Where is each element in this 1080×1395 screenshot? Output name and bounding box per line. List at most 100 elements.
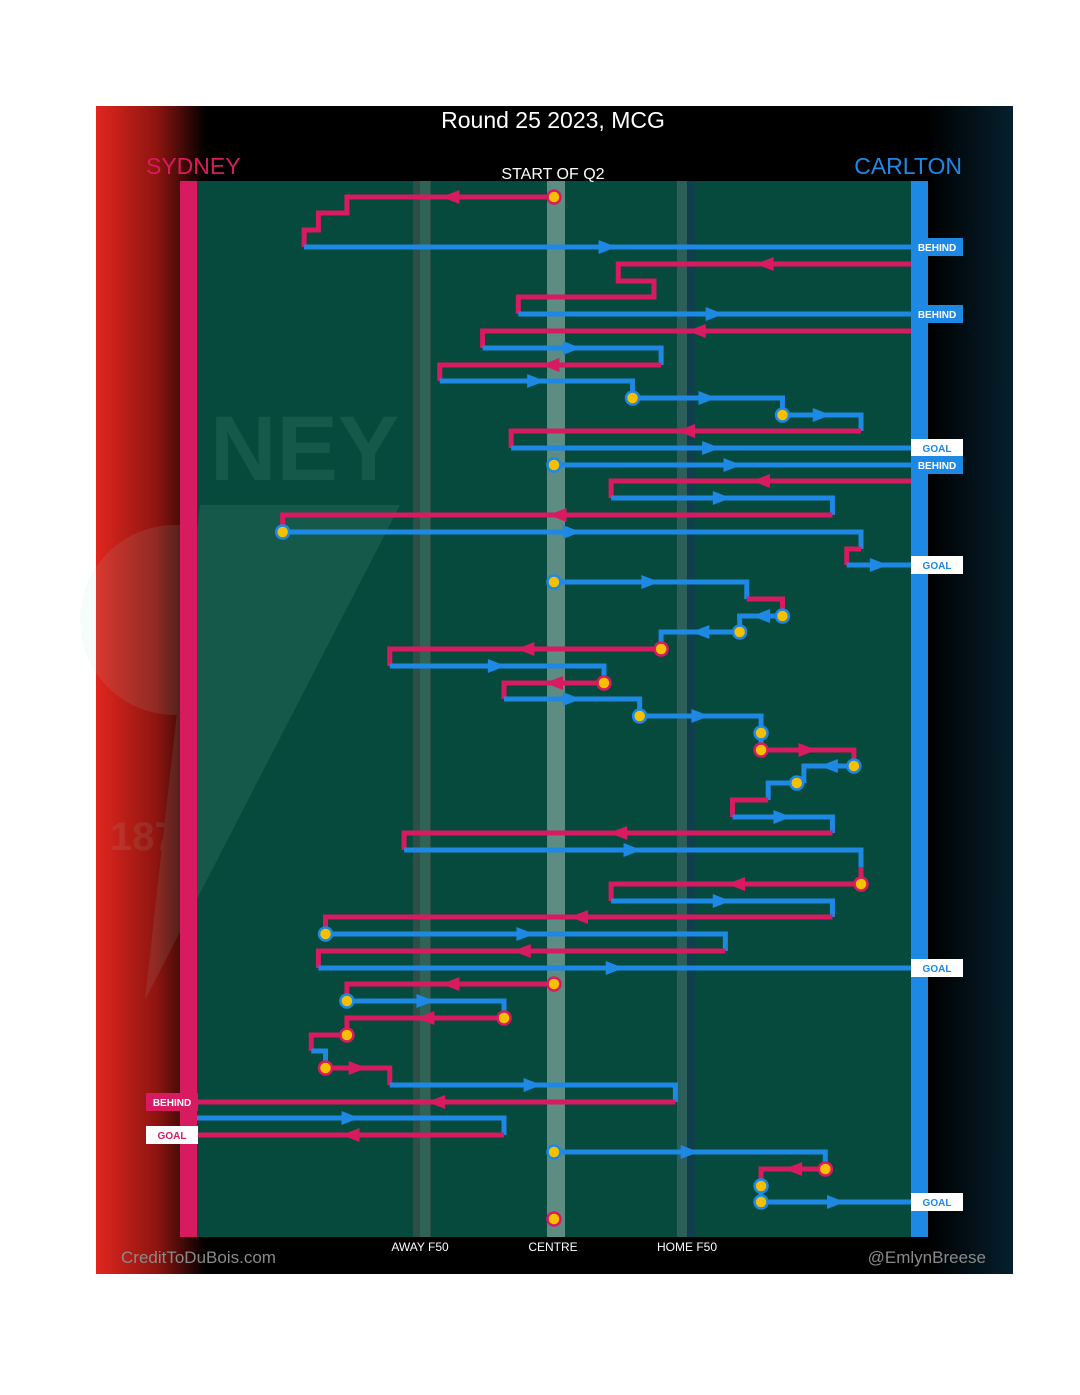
chain-arrow-15 [548,508,567,522]
outcome-badge-3 [911,456,963,474]
outcome-label-7: GOAL [158,1131,187,1142]
chain-arrow-30 [819,759,838,773]
chain-arrow-45 [416,1011,435,1025]
chain-arrow-11 [702,441,721,455]
chain-carlton-31 [765,780,797,800]
ball-up-marker-48 [317,1060,334,1076]
outcome-badge-5 [911,959,963,977]
chain-carlton-51 [197,1115,507,1135]
ball-up-marker-54 [817,1161,834,1177]
outcome-label-2: GOAL [923,444,952,455]
chain-arrow-24 [487,659,506,673]
outcome-label-5: GOAL [923,964,952,975]
chain-arrow-1 [598,240,617,254]
outcome-badge-4 [911,556,963,574]
away-f50-label: AWAY F50 [391,1240,449,1254]
ball-up-marker-22 [731,624,748,640]
outcome-badge-7 [146,1126,198,1144]
chain-arrow-9 [812,408,831,422]
ball-up-marker-29 [753,742,769,758]
ball-up-marker-28 [753,725,769,741]
chain-arrow-22 [691,625,710,639]
club-logo-watermark: NEY 1874 [80,398,400,1000]
chain-sydney-4 [480,328,911,348]
chain-carlton-9 [782,412,864,431]
chain-arrow-13 [752,474,771,488]
chain-arrow-19 [641,575,660,589]
chain-arrow-33 [773,810,792,824]
centre-label: CENTRE [528,1240,577,1254]
chain-sydney-13 [608,478,911,498]
ball-up-marker-23 [653,641,669,657]
chain-sydney-23 [387,646,662,666]
chain-arrow-40 [516,927,535,941]
chain-arrow-16 [562,525,581,539]
outcome-badge-6 [146,1093,198,1111]
ball-up-marker-30 [846,758,862,774]
chain-arrow-50 [427,1095,446,1109]
chain-arrow-3 [705,307,724,321]
left-credit: CreditToDuBois.com [121,1248,276,1267]
ball-up-marker-12 [546,457,562,473]
ball-up-marker-19 [546,574,562,590]
ball-up-marker-0 [546,189,562,205]
ball-up-marker-31 [789,775,805,791]
sydney-end-bar [180,181,197,1237]
chain-carlton-19 [554,579,750,599]
chain-arrow-29 [798,743,817,757]
chain-arrow-18 [869,558,888,572]
quarter-label: START OF Q2 [501,166,604,183]
outcome-badge-1 [911,305,963,323]
watermark-text: NEY [210,398,399,500]
ball-up-marker-21 [774,608,791,624]
carlton-end-bar [911,181,928,1237]
chain-arrow-12 [723,458,742,472]
chain-arrow-48 [348,1061,367,1075]
team-right-label: CARLTON [854,153,962,179]
chain-sydney-37 [608,881,862,901]
chain-arrow-23 [516,642,535,656]
chain-arrow-6 [541,358,560,372]
chain-arrow-8 [698,391,717,405]
outcome-label-0: BEHIND [918,243,956,254]
chain-sydney-6 [437,362,662,381]
chain-arrow-26 [562,692,581,706]
chain-carlton-49 [389,1082,678,1102]
chain-arrow-52 [341,1128,360,1142]
chain-arrow-41 [512,944,531,958]
team-left-label: SYDNEY [146,153,241,179]
chain-arrow-49 [523,1078,542,1092]
chain-arrow-2 [755,257,774,271]
chain-carlton-35 [404,847,864,867]
outcome-badge-2 [911,439,963,457]
outcome-label-1: BEHIND [918,310,956,321]
ball-up-marker-55 [753,1178,769,1194]
ball-up-marker-25 [596,675,612,691]
chain-arrow-34 [609,826,628,840]
right-gradient-band [928,106,1013,1274]
chain-arrow-35 [623,843,642,857]
chain-arrow-44 [416,994,435,1008]
ball-up-marker-56 [753,1194,769,1210]
chain-carlton-33 [732,814,835,833]
outcome-label-4: GOAL [923,561,952,572]
chain-sydney-10 [508,428,862,448]
chain-sydney-48 [325,1065,393,1085]
ball-up-marker-57 [546,1211,562,1227]
chain-carlton-38 [611,898,835,917]
ball-up-marker-8 [624,390,641,406]
ball-up-marker-37 [853,876,869,892]
chain-sydney-25 [501,680,604,699]
chain-arrow-38 [712,894,731,908]
outcome-badge-8 [911,1193,963,1211]
chain-arrow-56 [827,1195,846,1209]
outcome-badge-0 [911,238,963,256]
ball-up-marker-45 [496,1010,512,1026]
chain-arrow-14 [712,491,731,505]
chain-sydney-17 [844,546,862,565]
score-outcomes: BEHIND BEHIND GOAL BEHIND GOAL GOAL BEHIND GOAL… [146,238,963,1211]
ball-up-marker-16 [274,524,291,540]
chain-arrow-39 [569,910,588,924]
chain-arrow-53 [680,1145,699,1159]
ball-up-marker-53 [546,1144,562,1160]
